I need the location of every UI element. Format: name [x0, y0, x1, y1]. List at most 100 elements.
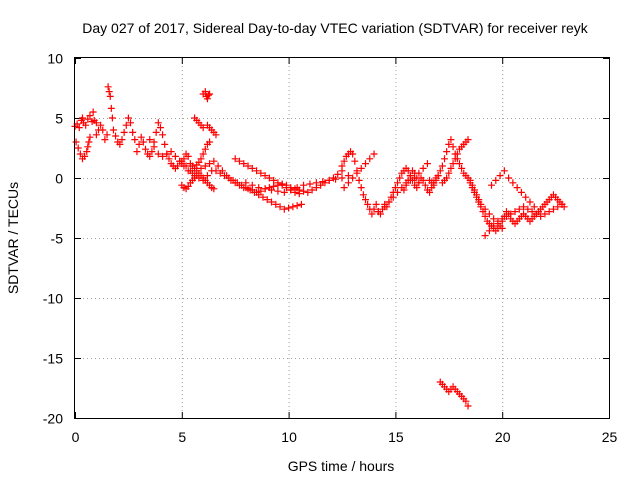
- data-point: [109, 126, 117, 134]
- y-tick-label: -10: [43, 291, 63, 307]
- data-point: [295, 190, 303, 198]
- data-point: [498, 224, 506, 232]
- data-point: [455, 160, 463, 168]
- data-point: [492, 176, 500, 184]
- x-tick-label: 20: [495, 429, 511, 445]
- data-point: [526, 198, 534, 206]
- data-point: [413, 174, 421, 182]
- plot-frame: [74, 57, 610, 419]
- data-point: [265, 174, 273, 182]
- data-point: [349, 174, 357, 182]
- data-point: [135, 140, 143, 148]
- data-point: [229, 176, 237, 184]
- data-point: [148, 148, 156, 156]
- data-point: [344, 179, 352, 187]
- data-point: [106, 92, 114, 100]
- data-point: [513, 184, 521, 192]
- data-point: [312, 179, 320, 187]
- data-point: [263, 196, 271, 204]
- data-point: [376, 210, 384, 218]
- data-point: [184, 182, 192, 190]
- data-point: [430, 181, 438, 189]
- data-point: [385, 198, 393, 206]
- data-point: [127, 119, 135, 127]
- data-point: [137, 133, 145, 141]
- data-point: [355, 176, 363, 184]
- data-point: [468, 181, 476, 189]
- data-point: [394, 179, 402, 187]
- data-point: [338, 174, 346, 182]
- data-point: [280, 188, 288, 196]
- data-point: [184, 152, 192, 160]
- data-point: [522, 193, 530, 201]
- data-point: [201, 145, 209, 153]
- data-point: [317, 181, 325, 189]
- data-point: [509, 179, 517, 187]
- data-point: [496, 172, 504, 180]
- data-point: [270, 182, 278, 190]
- data-point: [300, 187, 308, 195]
- data-point: [240, 160, 248, 168]
- data-point: [203, 95, 211, 103]
- data-point: [304, 188, 312, 196]
- data-point: [451, 155, 459, 163]
- data-point: [438, 162, 446, 170]
- data-point: [112, 132, 120, 140]
- data-point: [415, 179, 423, 187]
- data-point: [131, 136, 139, 144]
- data-point: [370, 205, 378, 213]
- data-point: [124, 114, 132, 122]
- data-point: [353, 169, 361, 177]
- data-point: [261, 172, 269, 180]
- data-point: [89, 108, 97, 116]
- data-point: [154, 119, 162, 127]
- data-point: [221, 172, 229, 180]
- data-point: [481, 232, 489, 240]
- data-point: [85, 138, 93, 146]
- data-point: [76, 150, 84, 158]
- data-point: [246, 186, 254, 194]
- data-point: [458, 164, 466, 172]
- data-point: [244, 162, 252, 170]
- data-point: [359, 191, 367, 199]
- x-tick-label: 5: [178, 429, 186, 445]
- data-point: [441, 155, 449, 163]
- data-point: [293, 184, 301, 192]
- data-point: [84, 115, 92, 123]
- data-point: [481, 205, 489, 213]
- data-point: [75, 124, 83, 132]
- data-point: [216, 169, 224, 177]
- data-point: [396, 174, 404, 182]
- data-point: [282, 184, 290, 192]
- data-point: [351, 157, 359, 165]
- data-point: [274, 187, 282, 195]
- data-point: [72, 138, 80, 146]
- data-point: [238, 181, 246, 189]
- data-point: [103, 131, 111, 139]
- data-point: [235, 157, 243, 165]
- data-point: [107, 104, 115, 112]
- data-point: [261, 185, 269, 193]
- data-point: [186, 167, 194, 175]
- data-point: [558, 200, 566, 208]
- data-point: [381, 203, 389, 211]
- data-point: [370, 150, 378, 158]
- data-point: [214, 162, 222, 170]
- data-point: [212, 131, 220, 139]
- data-point: [319, 178, 327, 186]
- data-point: [332, 175, 340, 183]
- data-point: [104, 83, 112, 91]
- data-point: [391, 184, 399, 192]
- data-point: [344, 172, 352, 180]
- data-point: [361, 160, 369, 168]
- data-point: [118, 136, 126, 144]
- data-point: [528, 208, 536, 216]
- data-point: [520, 203, 528, 211]
- data-point: [197, 164, 205, 172]
- data-point: [248, 181, 256, 189]
- data-point: [297, 200, 305, 208]
- data-point: [535, 208, 543, 216]
- data-point: [507, 210, 515, 218]
- data-point: [84, 143, 92, 151]
- data-point: [99, 126, 107, 134]
